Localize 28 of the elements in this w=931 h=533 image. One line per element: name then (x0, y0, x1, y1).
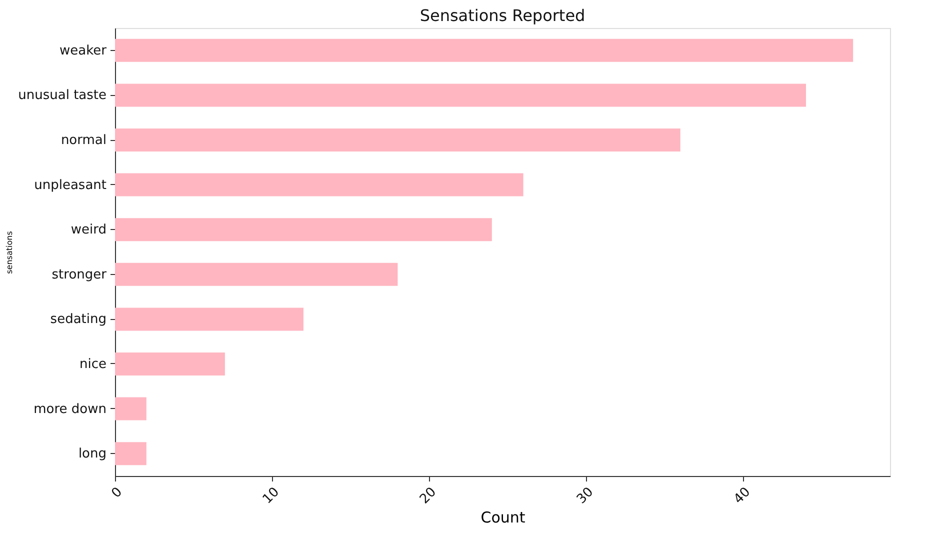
y-tick-label: more down (34, 402, 106, 417)
bar (115, 84, 806, 107)
bar (115, 173, 524, 196)
x-axis-title: Count (480, 508, 526, 526)
chart-title: Sensations Reported (420, 6, 586, 25)
bar (115, 128, 680, 152)
bar (115, 397, 146, 420)
x-tick-label: 0 (108, 484, 126, 502)
bar (115, 442, 146, 466)
bar (115, 262, 398, 286)
y-tick-label: normal (60, 133, 106, 148)
y-tick-label: long (78, 446, 106, 462)
x-tick-label: 40 (731, 484, 754, 508)
x-tick-label: 20 (417, 484, 440, 508)
y-tick-label: unusual taste (18, 88, 106, 104)
y-tick-label: nice (80, 357, 106, 372)
x-tick-label: 30 (574, 484, 597, 508)
x-tick-label: 10 (260, 484, 282, 508)
bar (115, 352, 225, 376)
y-tick-label: stronger (52, 267, 108, 282)
bar (115, 218, 492, 242)
y-axis-title: sensations (5, 231, 14, 274)
y-tick-label: weaker (59, 43, 108, 58)
y-tick-label: unpleasant (34, 178, 106, 193)
bar (115, 38, 854, 62)
bar (115, 308, 304, 331)
y-tick-label: sedating (50, 312, 106, 328)
y-tick-label: weird (70, 222, 106, 238)
